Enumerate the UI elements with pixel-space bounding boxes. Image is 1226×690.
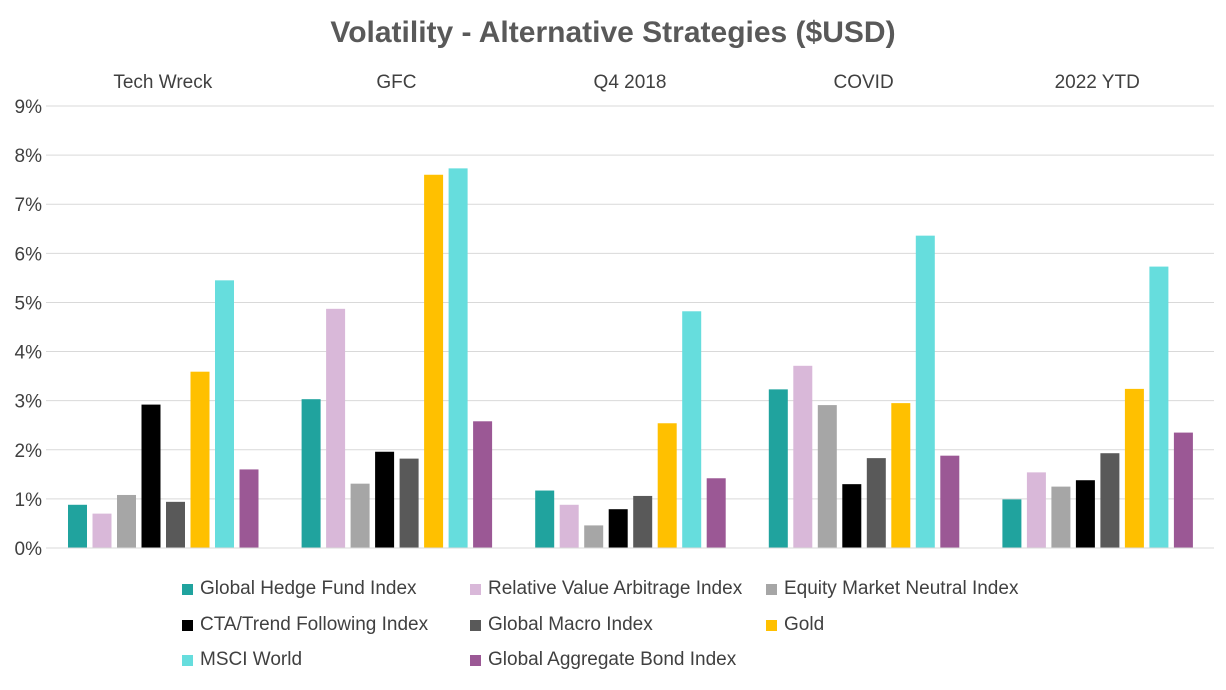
y-tick-label: 0% [15, 539, 43, 560]
y-tick-label: 3% [15, 392, 43, 413]
chart-title: Volatility - Alternative Strategies ($US… [330, 16, 896, 49]
bar [301, 399, 321, 548]
bar [473, 421, 493, 548]
bar [117, 494, 136, 548]
bar [633, 495, 653, 548]
bar [608, 509, 628, 548]
bar [215, 280, 234, 548]
bar [915, 235, 935, 549]
bar [350, 483, 370, 548]
bar [141, 404, 161, 548]
bar [584, 525, 604, 548]
bar [657, 423, 677, 548]
category-label: GFC [376, 72, 416, 93]
y-tick-label: 9% [15, 97, 43, 118]
category-label: COVID [834, 72, 894, 93]
y-tick-label: 7% [15, 195, 43, 216]
y-tick-label: 2% [15, 441, 43, 462]
bar [375, 451, 395, 548]
y-tick-label: 4% [15, 343, 43, 364]
bar [768, 389, 788, 548]
bar [399, 458, 419, 548]
bar [866, 458, 886, 548]
bar [1100, 453, 1120, 548]
bar [842, 484, 862, 548]
y-tick-label: 8% [15, 146, 43, 167]
bar [424, 174, 444, 548]
bar [1026, 472, 1046, 548]
bar [793, 365, 813, 548]
bar [1173, 432, 1193, 548]
bar [1051, 486, 1071, 548]
bar [326, 308, 346, 548]
bar [706, 478, 726, 548]
bar [166, 501, 185, 548]
bar [535, 490, 555, 548]
bar [682, 311, 702, 548]
bar [1124, 388, 1144, 548]
category-label: 2022 YTD [1055, 72, 1140, 93]
category-label: Q4 2018 [594, 72, 667, 93]
y-tick-label: 6% [15, 244, 43, 265]
bar [940, 455, 960, 548]
bar [1149, 266, 1169, 548]
bar [891, 403, 911, 548]
bar [448, 168, 468, 549]
bar [559, 504, 579, 548]
bar [1002, 499, 1022, 548]
bar [239, 469, 259, 548]
bar [92, 513, 112, 548]
y-tick-label: 5% [15, 293, 43, 314]
bar [1075, 480, 1095, 548]
bar [817, 405, 837, 548]
y-tick-label: 1% [15, 490, 43, 511]
bar [68, 504, 87, 548]
category-label: Tech Wreck [113, 72, 212, 93]
bar [190, 371, 210, 548]
